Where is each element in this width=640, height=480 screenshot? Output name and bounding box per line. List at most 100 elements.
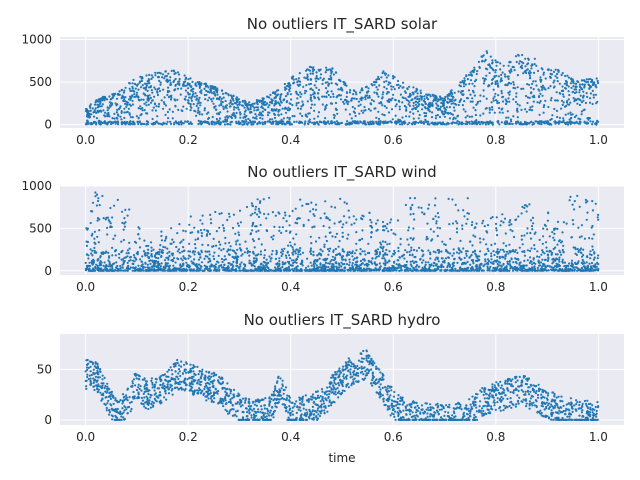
data-point bbox=[484, 67, 488, 70]
data-point bbox=[204, 250, 207, 253]
data-point bbox=[176, 98, 179, 101]
data-point bbox=[197, 109, 200, 112]
data-point bbox=[422, 99, 425, 103]
data-point bbox=[354, 268, 357, 271]
data-point bbox=[222, 120, 225, 123]
data-point bbox=[297, 253, 300, 256]
data-point bbox=[311, 89, 314, 92]
data-point bbox=[312, 66, 315, 69]
data-point bbox=[406, 87, 409, 90]
data-point bbox=[168, 250, 171, 253]
data-point bbox=[97, 241, 100, 244]
data-point bbox=[165, 74, 168, 78]
data-point bbox=[387, 120, 390, 124]
data-point bbox=[482, 82, 485, 85]
data-point bbox=[361, 122, 364, 125]
data-point bbox=[137, 264, 140, 267]
data-point bbox=[368, 211, 371, 214]
data-point bbox=[512, 81, 515, 84]
data-point bbox=[321, 250, 324, 253]
data-point bbox=[195, 114, 198, 117]
data-point bbox=[131, 116, 134, 119]
data-point bbox=[494, 71, 497, 74]
data-point bbox=[232, 108, 236, 111]
data-point bbox=[116, 198, 119, 201]
data-point bbox=[138, 246, 142, 249]
data-point bbox=[284, 111, 288, 114]
data-point bbox=[554, 75, 557, 78]
data-point bbox=[285, 101, 288, 104]
data-point bbox=[432, 264, 435, 267]
data-point bbox=[404, 91, 407, 94]
data-point bbox=[324, 87, 328, 90]
data-point bbox=[324, 117, 327, 120]
data-point bbox=[320, 269, 323, 272]
data-point bbox=[261, 121, 264, 124]
data-point bbox=[282, 117, 285, 120]
data-point bbox=[365, 263, 368, 266]
data-point bbox=[416, 98, 419, 101]
data-point bbox=[221, 260, 224, 264]
data-point bbox=[397, 250, 400, 253]
data-point bbox=[378, 123, 381, 126]
data-point bbox=[97, 120, 100, 123]
data-point bbox=[403, 122, 406, 125]
data-point bbox=[205, 89, 208, 92]
data-point bbox=[485, 107, 488, 110]
data-point bbox=[408, 101, 411, 104]
data-point bbox=[164, 104, 167, 107]
data-point bbox=[491, 59, 494, 62]
data-point bbox=[589, 86, 592, 89]
data-point bbox=[181, 250, 184, 253]
data-point bbox=[566, 74, 569, 77]
data-point bbox=[261, 123, 264, 126]
data-point bbox=[260, 112, 263, 115]
data-point bbox=[431, 104, 434, 108]
data-point bbox=[591, 248, 594, 251]
data-point bbox=[587, 83, 590, 86]
data-point bbox=[334, 122, 337, 125]
data-point bbox=[326, 81, 329, 84]
data-point bbox=[498, 123, 501, 126]
data-point bbox=[569, 195, 572, 198]
data-point bbox=[247, 269, 250, 272]
data-point bbox=[236, 103, 239, 106]
data-point bbox=[395, 263, 398, 266]
data-point bbox=[529, 71, 532, 74]
data-point bbox=[248, 259, 251, 262]
data-point bbox=[166, 120, 169, 123]
data-point bbox=[131, 269, 134, 272]
data-point bbox=[555, 266, 558, 269]
data-point bbox=[309, 78, 312, 81]
data-point bbox=[211, 120, 214, 123]
data-point bbox=[227, 123, 230, 126]
data-point bbox=[122, 96, 125, 99]
data-point bbox=[176, 250, 179, 253]
data-point bbox=[501, 100, 505, 103]
data-point bbox=[508, 93, 511, 96]
data-point bbox=[259, 223, 262, 227]
data-point bbox=[214, 210, 217, 214]
data-point bbox=[123, 98, 126, 101]
data-point bbox=[95, 204, 98, 207]
data-point bbox=[342, 100, 345, 103]
data-point bbox=[84, 261, 87, 264]
data-point bbox=[125, 105, 128, 108]
data-point bbox=[568, 118, 571, 121]
data-point bbox=[538, 95, 541, 98]
data-point bbox=[571, 219, 574, 222]
data-point bbox=[401, 121, 404, 125]
data-point bbox=[393, 249, 396, 252]
data-point bbox=[592, 83, 595, 86]
data-point bbox=[219, 121, 222, 124]
data-point bbox=[491, 269, 494, 272]
data-point bbox=[593, 256, 596, 259]
data-point bbox=[106, 106, 109, 109]
data-point bbox=[341, 231, 344, 234]
data-point bbox=[515, 122, 518, 125]
data-point bbox=[138, 237, 141, 240]
data-point bbox=[98, 105, 102, 108]
data-point bbox=[463, 215, 466, 218]
data-point bbox=[253, 211, 257, 214]
data-point bbox=[377, 95, 380, 98]
